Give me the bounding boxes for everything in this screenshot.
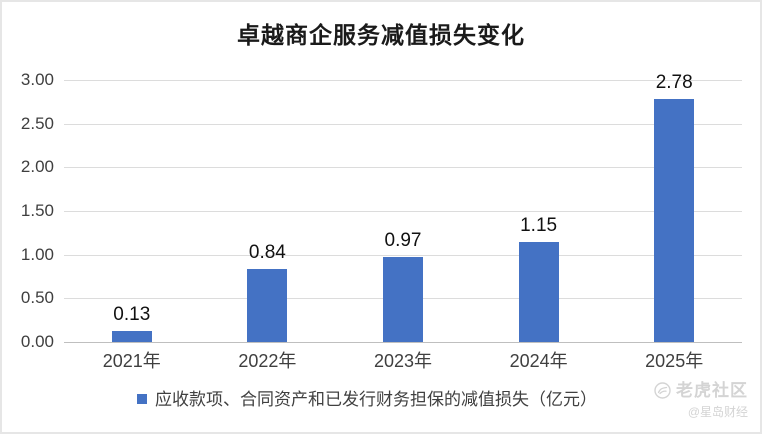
y-axis-tick-label: 0.00 <box>20 332 54 351</box>
bar-value-label: 0.13 <box>113 303 151 325</box>
bar-2022年 <box>247 268 288 342</box>
x-axis-tick-label: 2023年 <box>373 351 433 371</box>
watermark-community: 老虎社区 <box>676 381 748 400</box>
x-axis-tick-label: 2021年 <box>102 351 161 371</box>
gridline <box>64 254 742 256</box>
bar-value-label: 1.15 <box>520 214 558 236</box>
bar-value-label: 0.97 <box>384 230 422 252</box>
watermark-source: @星岛财经 <box>687 405 748 419</box>
bar-2021年 <box>111 330 152 342</box>
legend-label: 应收款项、合同资产和已发行财务担保的减值损失（亿元） <box>155 390 597 409</box>
watermark: 老虎社区 @星岛财经 <box>654 381 748 422</box>
x-axis-tick-label: 2025年 <box>645 351 704 371</box>
bar-2025年 <box>654 99 695 342</box>
y-axis-tick-label: 3.00 <box>20 70 54 89</box>
y-axis-tick-label: 1.00 <box>20 244 54 264</box>
y-axis-tick-label: 0.50 <box>20 288 54 308</box>
gridline <box>64 167 742 169</box>
x-axis-tick-label: 2024年 <box>509 351 568 371</box>
gridline <box>64 80 742 81</box>
y-axis-tick-label: 2.50 <box>20 113 54 133</box>
y-axis-tick-label: 1.50 <box>20 201 54 220</box>
legend: 应收款项、合同资产和已发行财务担保的减值损失（亿元） <box>2 390 732 410</box>
chart-title: 卓越商企服务减值损失变化 <box>237 22 525 48</box>
gridline <box>64 211 742 212</box>
x-axis-tick-label: 2022年 <box>238 351 297 371</box>
legend-marker <box>137 394 147 404</box>
gridline <box>64 342 742 343</box>
tiger-logo-icon <box>654 382 671 399</box>
bar-value-label: 2.78 <box>655 72 693 94</box>
bar-2024年 <box>518 241 559 342</box>
y-axis-tick-label: 2.00 <box>20 157 54 177</box>
bar-2023年 <box>383 257 423 342</box>
bar-value-label: 0.84 <box>248 241 286 263</box>
gridline <box>64 123 742 125</box>
